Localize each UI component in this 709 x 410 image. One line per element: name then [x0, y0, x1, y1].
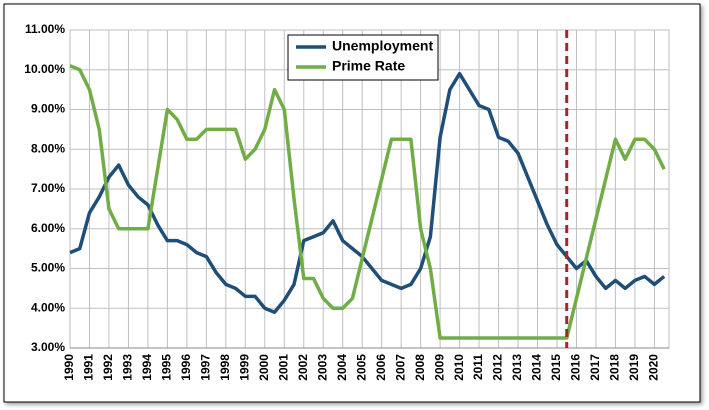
legend-label: Prime Rate	[332, 58, 405, 74]
x-tick-label: 2002	[296, 354, 310, 381]
x-tick-label: 2005	[354, 354, 368, 381]
series-line	[69, 71, 666, 314]
series-line	[69, 64, 666, 340]
x-tick-label: 2014	[530, 354, 544, 381]
x-tick-label: 1996	[179, 354, 193, 381]
x-tick-label: 1998	[218, 354, 232, 381]
y-tick-label: 10.00%	[24, 62, 65, 76]
x-tick-label: 1992	[101, 354, 115, 381]
y-tick-label: 8.00%	[31, 141, 65, 155]
y-tick-label: 3.00%	[31, 340, 65, 354]
x-tick-label: 2015	[549, 354, 563, 381]
x-tick-label: 2000	[257, 354, 271, 381]
y-tick-label: 9.00%	[31, 102, 65, 116]
y-tick-label: 7.00%	[31, 181, 65, 195]
x-tick-label: 2016	[569, 354, 583, 381]
x-tick-label: 1999	[237, 354, 251, 381]
x-tick-label: 2003	[315, 354, 329, 381]
x-tick-label: 2020	[647, 354, 661, 381]
y-tick-label: 11.00%	[25, 22, 65, 36]
x-tick-label: 2011	[471, 354, 485, 380]
legend-label: Unemployment	[332, 38, 433, 54]
y-tick-label: 4.00%	[31, 300, 65, 314]
x-tick-label: 2006	[374, 354, 388, 381]
y-tick-label: 6.00%	[31, 221, 65, 235]
x-tick-label: 2010	[452, 354, 466, 381]
x-tick-label: 1997	[199, 354, 213, 381]
x-tick-label: 2008	[413, 354, 427, 381]
x-tick-label: 1994	[140, 354, 154, 381]
x-tick-label: 2013	[510, 354, 524, 381]
x-tick-label: 2007	[393, 354, 407, 381]
x-tick-label: 2009	[432, 354, 446, 381]
y-tick-label: 5.00%	[31, 261, 65, 275]
x-tick-label: 1995	[160, 354, 174, 381]
x-tick-label: 1991	[82, 354, 96, 381]
x-tick-label: 2004	[335, 354, 349, 381]
x-tick-label: 1990	[62, 354, 76, 381]
x-tick-label: 2001	[276, 354, 290, 381]
x-tick-label: 1993	[121, 354, 135, 381]
x-tick-label: 2012	[491, 354, 505, 381]
x-tick-label: 2017	[588, 354, 602, 381]
x-tick-label: 2019	[627, 354, 641, 381]
x-tick-label: 2018	[608, 354, 622, 381]
legend-box	[287, 34, 439, 81]
